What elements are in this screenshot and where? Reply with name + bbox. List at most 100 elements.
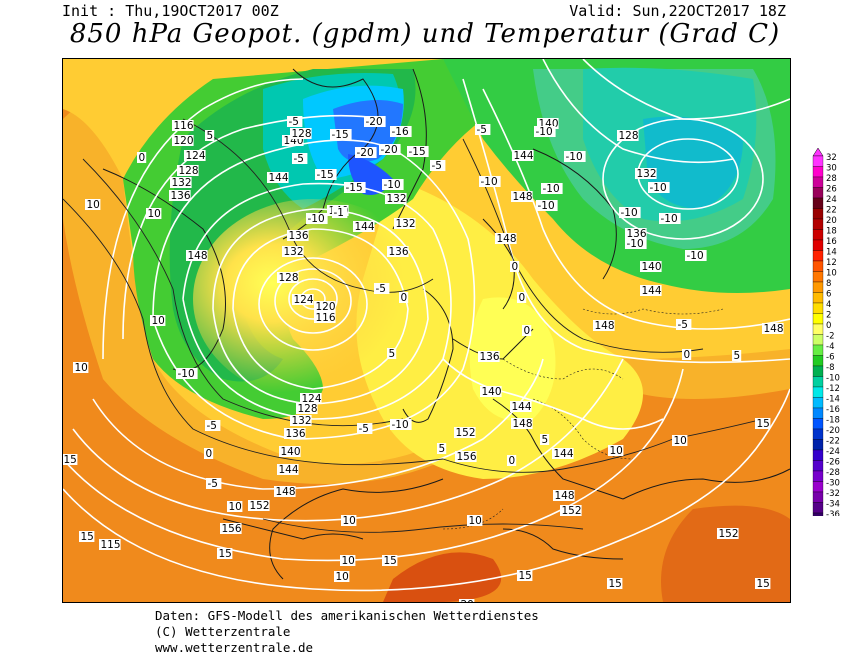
svg-text:15: 15 <box>219 548 232 560</box>
svg-text:20: 20 <box>461 599 474 602</box>
temperature-label: -5 <box>475 124 491 136</box>
geopotential-label: 116 <box>314 312 336 324</box>
svg-text:136: 136 <box>171 190 191 202</box>
svg-text:-5: -5 <box>294 153 304 165</box>
temperature-label: -5 <box>374 283 390 295</box>
geopotential-label: 132 <box>394 218 416 230</box>
svg-text:-5: -5 <box>477 124 487 136</box>
svg-text:0: 0 <box>512 261 519 273</box>
temperature-color-legend: 32 30 28 26 24 22 20 18 16 14 12 10 8 6 4 2 0 -2 -4 -6 -8 -10… <box>812 147 850 532</box>
svg-text:-5: -5 <box>289 116 299 128</box>
weather-map: 116 120 124 128 132 136 148 144 140 128 136 132 128 1… <box>62 58 791 603</box>
temperature-label: 115 <box>99 539 121 551</box>
temperature-label: 0 <box>204 448 214 460</box>
temperature-label: -10 <box>659 213 681 225</box>
legend-swatch <box>812 229 824 241</box>
temperature-label: 10 <box>150 315 166 327</box>
svg-text:-10: -10 <box>538 200 555 212</box>
geopotential-label: 144 <box>640 285 662 297</box>
temperature-label: -10 <box>685 250 707 262</box>
svg-text:144: 144 <box>269 172 289 184</box>
legend-value: 26 <box>826 185 837 195</box>
legend-value: 32 <box>826 153 837 163</box>
legend-value: 28 <box>826 174 837 184</box>
legend-value: 12 <box>826 258 837 268</box>
temperature-label: -10 <box>536 200 558 212</box>
temperature-label: 15 <box>755 578 771 590</box>
legend-value: -4 <box>826 342 834 352</box>
temperature-label: -10 <box>479 176 501 188</box>
legend-value: -8 <box>826 363 834 373</box>
svg-text:-10: -10 <box>650 182 667 194</box>
svg-text:15: 15 <box>81 531 94 543</box>
valid-time: Valid: Sun,22OCT2017 18Z <box>569 2 786 20</box>
geopotential-label: 148 <box>274 486 296 498</box>
legend-swatch <box>812 155 824 167</box>
geopotential-label: 156 <box>455 451 477 463</box>
svg-text:0: 0 <box>519 292 526 304</box>
legend-swatch <box>812 502 824 514</box>
legend-value: 2 <box>826 311 831 321</box>
svg-text:0: 0 <box>401 292 408 304</box>
geopotential-label: 128 <box>277 272 299 284</box>
svg-text:156: 156 <box>457 451 477 463</box>
svg-text:10: 10 <box>469 515 482 527</box>
temperature-label: -20 <box>364 116 386 128</box>
temperature-label: 5 <box>437 443 447 455</box>
footer-url: www.wetterzentrale.de <box>155 640 314 655</box>
geopotential-label: 148 <box>511 418 533 430</box>
svg-text:132: 132 <box>292 415 312 427</box>
geopotential-label: 152 <box>248 500 270 512</box>
geopotential-label: 120 <box>314 301 336 313</box>
svg-text:152: 152 <box>719 528 739 540</box>
legend-swatch <box>812 218 824 230</box>
temperature-label: 10 <box>608 445 624 457</box>
svg-text:15: 15 <box>757 418 770 430</box>
svg-text:-10: -10 <box>178 368 195 380</box>
legend-swatch <box>812 481 824 493</box>
geopotential-label: 144 <box>353 221 375 233</box>
svg-text:140: 140 <box>281 446 301 458</box>
svg-text:-15: -15 <box>346 182 363 194</box>
svg-text:120: 120 <box>174 135 194 147</box>
svg-text:10: 10 <box>343 515 356 527</box>
svg-text:128: 128 <box>292 128 312 140</box>
svg-text:-10: -10 <box>481 176 498 188</box>
svg-text:144: 144 <box>514 150 534 162</box>
temperature-label: 0 <box>399 292 409 304</box>
legend-swatch <box>812 239 824 251</box>
svg-text:-10: -10 <box>566 151 583 163</box>
svg-text:-10: -10 <box>384 179 401 191</box>
svg-text:10: 10 <box>148 208 161 220</box>
svg-text:136: 136 <box>389 246 409 258</box>
legend-value: -36 <box>826 510 840 516</box>
svg-text:-10: -10 <box>543 183 560 195</box>
legend-scale: 32302826242220181614121086420-2-4-6-8-10… <box>812 147 840 532</box>
temperature-label: 10 <box>334 571 350 583</box>
svg-text:152: 152 <box>456 427 476 439</box>
temperature-label: 10 <box>85 199 101 211</box>
legend-swatch <box>812 491 824 503</box>
svg-text:-10: -10 <box>661 213 678 225</box>
svg-text:152: 152 <box>250 500 270 512</box>
geopotential-label: 144 <box>510 401 532 413</box>
svg-text:10: 10 <box>152 315 165 327</box>
svg-text:10: 10 <box>674 435 687 447</box>
svg-text:10: 10 <box>610 445 623 457</box>
temperature-label: -10 <box>306 213 328 225</box>
temperature-label: 15 <box>79 531 95 543</box>
svg-text:116: 116 <box>174 120 194 132</box>
temperature-label: 15 <box>63 454 78 466</box>
temperature-label: 15 <box>382 555 398 567</box>
svg-text:144: 144 <box>279 464 299 476</box>
svg-text:5: 5 <box>207 130 214 142</box>
legend-value: -26 <box>826 458 840 468</box>
legend-swatch <box>812 323 824 335</box>
legend-swatch <box>812 334 824 346</box>
svg-text:5: 5 <box>734 350 741 362</box>
legend-swatch <box>812 355 824 367</box>
legend-swatch <box>812 439 824 451</box>
svg-text:148: 148 <box>764 323 784 335</box>
svg-text:148: 148 <box>595 320 615 332</box>
geopotential-label: 120 <box>172 135 194 147</box>
